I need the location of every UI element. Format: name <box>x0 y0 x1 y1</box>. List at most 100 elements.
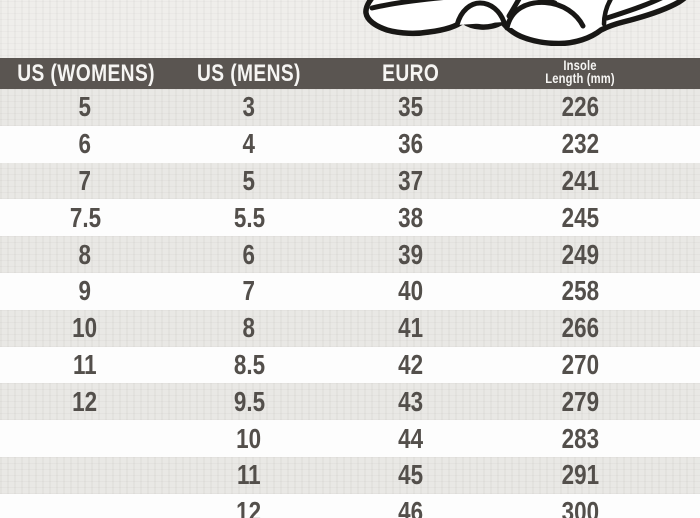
cell-value: 7 <box>78 164 92 196</box>
cell-us-mens: 7 <box>170 275 328 307</box>
cell-us-womens: 7.5 <box>0 202 170 234</box>
cell-value: 226 <box>561 91 599 123</box>
cell-value: 283 <box>561 422 599 454</box>
cell-us-mens: 8 <box>170 312 328 344</box>
cell-euro: 41 <box>328 312 494 344</box>
cell-value: 6 <box>78 128 92 160</box>
cell-euro: 42 <box>328 349 494 381</box>
cell-us-mens: 8.5 <box>170 349 328 381</box>
cell-value: 5.5 <box>233 201 265 233</box>
cell-euro: 45 <box>328 459 494 491</box>
cell-value: 8 <box>242 312 256 344</box>
cell-value: 8.5 <box>233 348 265 380</box>
cell-value: 266 <box>561 312 599 344</box>
column-header-insole-length: Insole Length (mm) <box>494 57 666 88</box>
cell-value: 279 <box>561 385 599 417</box>
cell-value: 9 <box>78 275 92 307</box>
cell-us-mens: 3 <box>170 91 328 123</box>
cell-value: 245 <box>561 201 599 233</box>
column-header-label: EURO <box>382 59 440 87</box>
cell-value: 45 <box>398 459 424 491</box>
cell-value: 41 <box>398 312 424 344</box>
cell-value: 7 <box>242 275 256 307</box>
column-header-label: Insole Length (mm) <box>545 57 615 86</box>
shoe-toecap-line <box>604 0 663 21</box>
cell-value: 3 <box>242 91 256 123</box>
cell-us-mens: 12 <box>170 496 328 518</box>
column-header-label: US (WOMENS) <box>17 59 155 87</box>
table-row: 10 44 283 <box>0 420 700 457</box>
cell-euro: 37 <box>328 165 494 197</box>
cell-value: 6 <box>242 238 256 270</box>
cell-value: 36 <box>398 128 424 160</box>
cell-value: 10 <box>236 422 262 454</box>
cell-insole-length: 300 <box>494 496 666 518</box>
cell-us-womens: 5 <box>0 91 170 123</box>
table-row: 7.5 5.5 38 245 <box>0 199 700 237</box>
cell-value: 270 <box>561 348 599 380</box>
cell-us-mens: 10 <box>170 423 328 455</box>
cell-us-womens: 8 <box>0 239 170 271</box>
cell-value: 12 <box>72 385 98 417</box>
table-row: 12 46 300 <box>0 493 700 518</box>
table-header-row: US (WOMENS) US (MENS) EURO Insole Length… <box>0 58 700 89</box>
cell-us-mens: 5.5 <box>170 202 328 234</box>
table-row: 7 5 37 241 <box>0 162 700 200</box>
cell-us-mens: 4 <box>170 128 328 160</box>
cell-value: 12 <box>236 496 262 518</box>
cell-value: 9.5 <box>233 385 265 417</box>
cell-value: 40 <box>398 275 424 307</box>
table-row: 5 3 35 226 <box>0 89 700 126</box>
cell-value: 46 <box>398 496 424 518</box>
cell-insole-length: 291 <box>494 459 666 491</box>
cell-us-womens: 10 <box>0 312 170 344</box>
cell-us-mens: 11 <box>170 459 328 491</box>
cell-insole-length: 232 <box>494 128 666 160</box>
cell-us-womens <box>0 466 170 484</box>
cell-us-womens <box>0 430 170 448</box>
column-header-euro: EURO <box>328 60 494 88</box>
cell-value: 232 <box>561 128 599 160</box>
cell-value: 241 <box>561 164 599 196</box>
cell-us-mens: 6 <box>170 239 328 271</box>
cell-us-womens: 9 <box>0 275 170 307</box>
cell-value: 38 <box>398 201 424 233</box>
shoe-heel-line <box>369 0 444 11</box>
cell-insole-length: 226 <box>494 91 666 123</box>
cell-value: 44 <box>398 422 424 454</box>
cell-value: 37 <box>398 164 424 196</box>
table-row: 10 8 41 266 <box>0 309 700 347</box>
cell-us-mens: 9.5 <box>170 386 328 418</box>
shoe-illustration <box>361 0 700 46</box>
shoe-strap-line <box>506 0 522 19</box>
table-row: 6 4 36 232 <box>0 125 700 163</box>
cell-value: 258 <box>561 275 599 307</box>
cell-value: 11 <box>237 459 261 491</box>
cell-insole-length: 270 <box>494 349 666 381</box>
cell-us-womens <box>0 503 170 518</box>
cell-insole-length: 266 <box>494 312 666 344</box>
table-body: 5 3 35 226 6 4 36 232 <box>0 89 700 518</box>
table-row: 11 8.5 42 270 <box>0 346 700 384</box>
cell-value: 4 <box>242 128 256 160</box>
cell-value: 5 <box>242 164 256 196</box>
cell-us-womens: 6 <box>0 128 170 160</box>
cell-insole-length: 249 <box>494 239 666 271</box>
cell-value: 5 <box>78 91 92 123</box>
cell-value: 10 <box>72 312 98 344</box>
cell-value: 7.5 <box>69 201 101 233</box>
cell-value: 300 <box>561 496 599 518</box>
cell-insole-length: 241 <box>494 165 666 197</box>
column-header-us-womens: US (WOMENS) <box>0 60 170 88</box>
cell-euro: 36 <box>328 128 494 160</box>
cell-us-mens: 5 <box>170 165 328 197</box>
cell-euro: 44 <box>328 423 494 455</box>
cell-insole-length: 283 <box>494 423 666 455</box>
cell-euro: 35 <box>328 91 494 123</box>
column-header-us-mens: US (MENS) <box>170 60 328 88</box>
shoe-strap-line <box>542 0 558 6</box>
shoe-toe-bump <box>504 0 586 31</box>
cell-value: 8 <box>78 238 92 270</box>
cell-us-womens: 11 <box>0 349 170 381</box>
